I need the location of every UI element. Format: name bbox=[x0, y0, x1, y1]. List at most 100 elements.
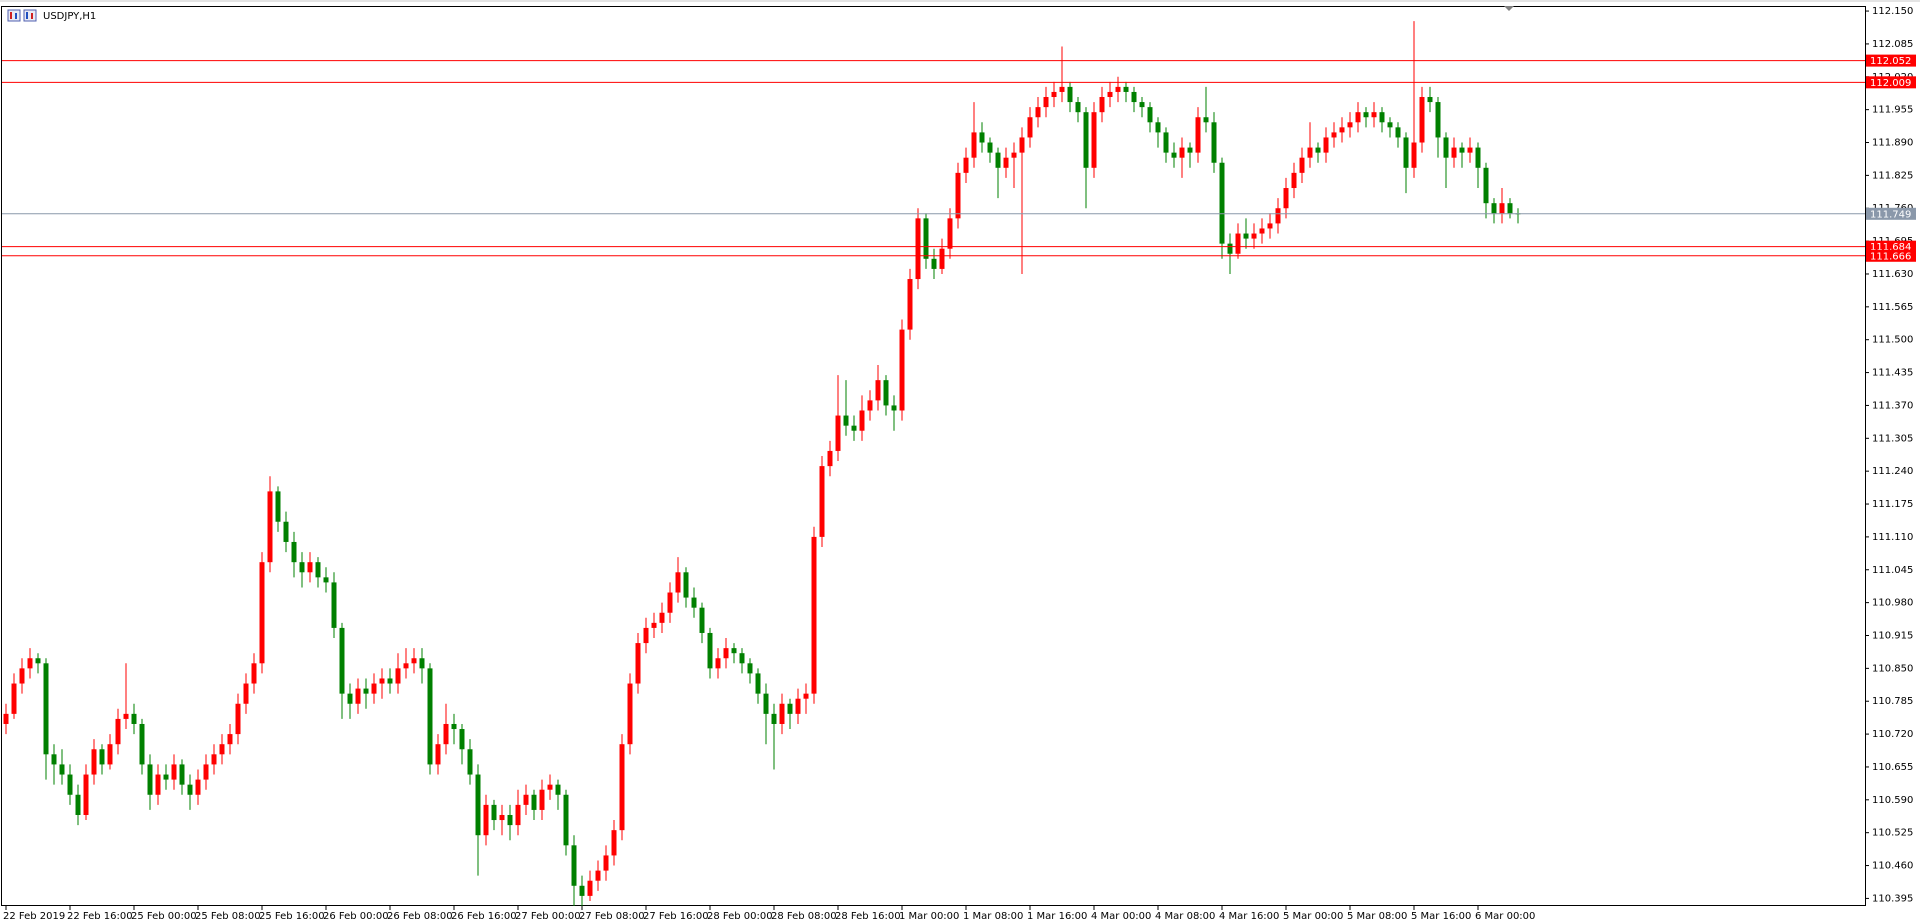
candle-body bbox=[691, 597, 697, 608]
candle-body bbox=[547, 784, 553, 790]
candle-body bbox=[1339, 127, 1345, 133]
candle-body bbox=[1315, 147, 1321, 153]
candle-body bbox=[739, 653, 745, 664]
candle-body bbox=[915, 218, 921, 280]
candle-body bbox=[803, 693, 809, 699]
candle-body bbox=[971, 132, 977, 158]
y-tick-label: 111.435 bbox=[1872, 368, 1913, 379]
y-tick-label: 111.370 bbox=[1872, 400, 1913, 411]
y-tick-label: 110.850 bbox=[1872, 663, 1913, 674]
candle-body bbox=[1291, 172, 1297, 189]
candle-body bbox=[939, 248, 945, 269]
bid-box bbox=[1866, 207, 1916, 220]
candle-body bbox=[1283, 188, 1289, 209]
y-tick-label: 110.525 bbox=[1872, 828, 1913, 839]
candle-body bbox=[1131, 91, 1137, 103]
candle-body bbox=[227, 734, 233, 745]
candle-body bbox=[1379, 112, 1385, 123]
candle-body bbox=[523, 794, 529, 805]
candle-body bbox=[811, 536, 817, 694]
y-tick-label: 110.655 bbox=[1872, 762, 1913, 773]
candle-body bbox=[451, 723, 457, 730]
candle-body bbox=[731, 648, 737, 654]
candle-body bbox=[699, 607, 705, 633]
candle-body bbox=[179, 764, 185, 785]
x-tick-label: 1 Mar 16:00 bbox=[1027, 911, 1087, 922]
candle-body bbox=[211, 754, 217, 765]
candle-body bbox=[1507, 203, 1513, 214]
candle-body bbox=[1443, 137, 1449, 158]
candle-body bbox=[1019, 137, 1025, 153]
candle-body bbox=[147, 764, 153, 795]
candle-body bbox=[1347, 122, 1353, 128]
candle-body bbox=[771, 713, 777, 724]
candle-body bbox=[1403, 137, 1409, 168]
candle-body bbox=[267, 491, 273, 563]
candle-body bbox=[707, 632, 713, 669]
x-tick-label: 4 Mar 08:00 bbox=[1155, 911, 1215, 922]
candle-body bbox=[1203, 117, 1209, 123]
x-tick-label: 26 Feb 00:00 bbox=[323, 911, 389, 922]
level-label: 112.009 bbox=[1870, 78, 1911, 89]
candle-body bbox=[1067, 86, 1073, 103]
candle-body bbox=[171, 764, 177, 780]
y-tick-label: 112.085 bbox=[1872, 39, 1913, 50]
candle-body bbox=[1483, 167, 1489, 204]
candle-body bbox=[259, 562, 265, 664]
candle-body bbox=[995, 152, 1001, 168]
candle-body bbox=[43, 663, 49, 755]
candle-body bbox=[619, 744, 625, 831]
y-tick-label: 110.720 bbox=[1872, 729, 1913, 740]
candle-body bbox=[491, 804, 497, 821]
candle-body bbox=[715, 658, 721, 669]
candle-body bbox=[787, 703, 793, 714]
candle-body bbox=[507, 814, 513, 826]
x-tick-label: 27 Feb 16:00 bbox=[643, 911, 709, 922]
candle-body bbox=[283, 521, 289, 542]
candle-body bbox=[907, 279, 913, 330]
candle-body bbox=[291, 541, 297, 563]
candle-body bbox=[419, 658, 425, 669]
x-tick-label: 27 Feb 00:00 bbox=[515, 911, 581, 922]
candle-body bbox=[1179, 147, 1185, 158]
candle-body bbox=[1235, 233, 1241, 254]
candle-body bbox=[99, 749, 105, 765]
candle-body bbox=[1091, 112, 1097, 168]
plot-frame bbox=[1, 6, 1866, 906]
level-box bbox=[1866, 76, 1916, 89]
candle-body bbox=[1027, 117, 1033, 138]
candle-body bbox=[1491, 203, 1497, 214]
candle-body bbox=[1075, 102, 1081, 113]
x-tick-label: 22 Feb 16:00 bbox=[67, 911, 133, 922]
candle-body bbox=[883, 380, 889, 406]
candle-body bbox=[667, 592, 673, 613]
candle-body bbox=[539, 789, 545, 810]
candle-body bbox=[1211, 122, 1217, 163]
y-tick-label: 111.175 bbox=[1872, 499, 1913, 510]
level-label: 111.666 bbox=[1870, 251, 1911, 262]
candle-body bbox=[763, 693, 769, 714]
candle-body bbox=[323, 577, 329, 583]
y-tick-label: 111.240 bbox=[1872, 466, 1913, 477]
y-tick-label: 110.915 bbox=[1872, 630, 1913, 641]
candle-body bbox=[1475, 147, 1481, 168]
candle-body bbox=[307, 562, 313, 573]
candle-body bbox=[59, 764, 65, 775]
candle-body bbox=[571, 845, 577, 886]
x-tick-label: 25 Feb 08:00 bbox=[195, 911, 261, 922]
candle-body bbox=[931, 258, 937, 269]
candle-body bbox=[1435, 102, 1441, 138]
candle-body bbox=[947, 218, 953, 249]
candle-body bbox=[219, 744, 225, 755]
candle-body bbox=[659, 612, 665, 623]
candle-body bbox=[67, 774, 73, 795]
y-tick-label: 110.980 bbox=[1872, 598, 1913, 609]
x-tick-label: 4 Mar 00:00 bbox=[1091, 911, 1151, 922]
y-tick-label: 111.500 bbox=[1872, 335, 1913, 346]
candle-body bbox=[555, 784, 561, 795]
candle-body bbox=[387, 678, 393, 684]
candle-body bbox=[1035, 107, 1041, 118]
candle-body bbox=[1259, 228, 1265, 234]
candle-body bbox=[755, 673, 761, 694]
